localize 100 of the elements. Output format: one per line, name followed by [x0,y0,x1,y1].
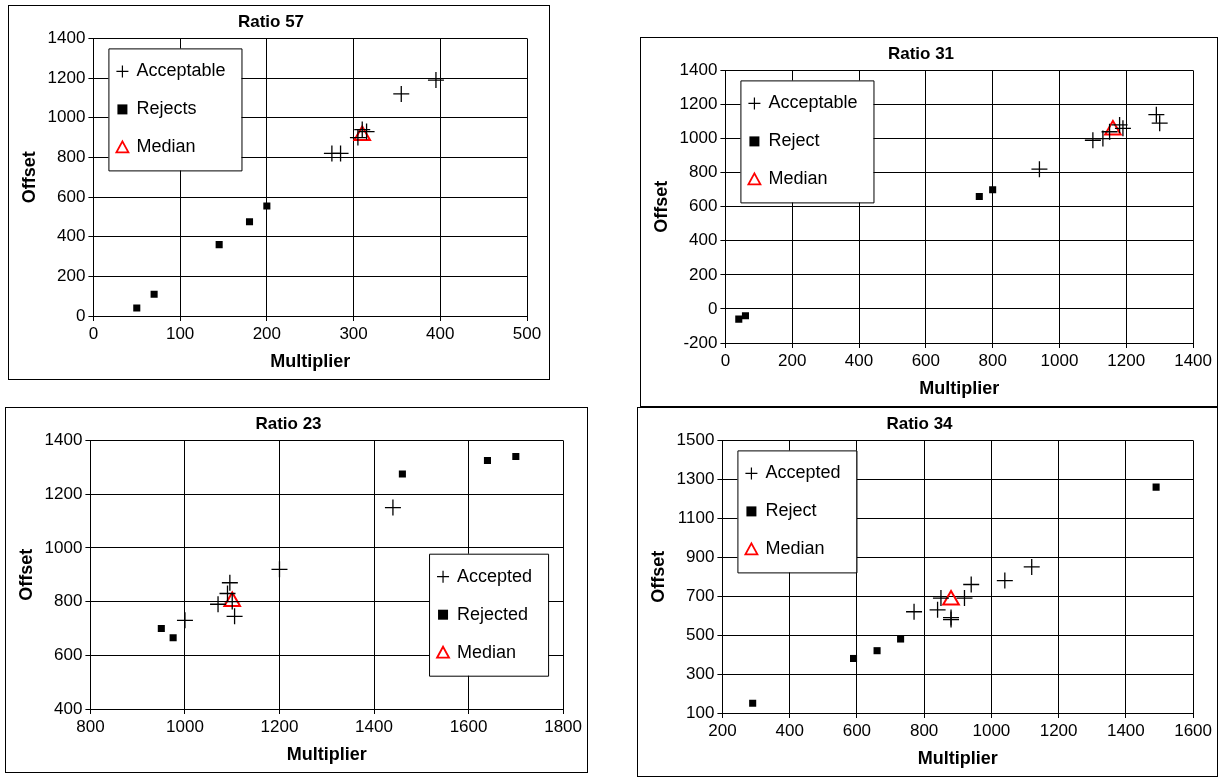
legend-label: Accepted [457,565,533,586]
point [1152,483,1160,491]
point [169,634,177,642]
x-tick-label: 400 [775,720,804,740]
chart-title: Ratio 23 [255,413,322,433]
y-tick-label: 200 [57,266,86,286]
x-tick-label: 1200 [1039,720,1078,740]
point [989,186,997,194]
y-axis-title: Offset [15,548,36,601]
legend-label: Median [136,136,196,157]
x-axis-title: Multiplier [919,378,1000,399]
point [512,452,520,461]
y-tick-label: 1200 [47,67,86,87]
legend-label: Rejected [457,603,529,624]
point [1084,131,1102,149]
y-tick-label: 900 [686,546,715,566]
y-tick-label: 800 [57,147,86,167]
point [209,595,227,613]
y-tick-label: 1100 [677,507,715,527]
y-tick-label: 1400 [47,28,86,48]
x-tick-label: 500 [512,323,542,343]
y-axis-title: Offset [650,180,671,233]
point [215,241,223,249]
y-tick-label: 500 [686,624,715,644]
y-tick-label: 600 [689,196,718,216]
legend-label: Reject [765,500,817,521]
point [1110,116,1129,134]
x-tick-label: 1400 [355,716,393,736]
x-tick-label: 800 [978,350,1007,370]
y-tick-label: 400 [689,230,718,250]
chart-title: Ratio 34 [886,413,954,433]
point [133,304,141,312]
point [331,144,350,163]
point [353,120,371,139]
y-tick-label: 0 [75,305,86,325]
point [1104,120,1122,136]
point [735,315,743,323]
x-tick-label: 0 [720,350,731,370]
point [1151,114,1169,132]
y-tick-label: -200 [683,332,718,352]
point [1147,106,1165,124]
y-tick-label: 1000 [44,537,83,557]
y-tick-label: 1000 [679,128,718,148]
x-tick-label: 200 [252,323,282,343]
x-tick-label: 600 [911,350,941,370]
point [749,699,757,707]
legend-label: Acceptable [136,60,226,81]
x-tick-label: 1200 [260,716,299,736]
x-tick-label: 1000 [166,716,204,736]
y-tick-label: 1300 [676,469,715,489]
point [245,218,254,226]
y-tick-label: 300 [686,663,715,683]
legend-label: Median [765,538,825,559]
legend-label: Reject [768,130,820,151]
y-tick-label: 200 [689,264,718,284]
point [225,607,244,625]
x-tick-label: 200 [778,350,807,370]
y-tick-label: 1500 [676,430,715,450]
x-tick-label: 800 [76,716,105,736]
x-tick-label: 600 [842,720,872,740]
y-tick-label: 800 [54,591,83,611]
x-tick-label: 1000 [1040,350,1079,370]
y-tick-label: 1200 [679,94,718,114]
y-tick-label: 1000 [47,107,86,127]
x-axis-title: Multiplier [917,748,998,769]
point [150,290,158,298]
x-tick-label: 200 [708,720,737,740]
legend-label: Acceptable [768,92,858,113]
point [1114,119,1132,137]
y-tick-label: 400 [54,698,83,718]
x-axis-title: Multiplier [270,351,351,372]
x-tick-label: 400 [426,323,455,343]
point [384,498,402,517]
point [996,571,1014,590]
y-tick-label: 1200 [44,483,83,503]
point [398,470,406,478]
x-tick-label: 1600 [449,716,488,736]
x-tick-label: 0 [88,323,99,343]
legend-label: Median [768,168,828,189]
point [928,601,947,619]
chart-title: Ratio 31 [887,43,955,63]
y-tick-label: 700 [686,585,715,605]
x-axis-title: Multiplier [286,744,367,765]
point [932,589,950,607]
y-tick-label: 1400 [44,430,83,450]
y-axis-title: Offset [18,151,39,204]
legend-label: Accepted [765,462,841,483]
y-axis-title: Offset [647,550,668,603]
y-tick-label: 600 [57,186,86,206]
y-tick-label: 100 [686,702,715,722]
point [873,647,881,655]
x-tick-label: 1800 [544,716,582,736]
point [1023,558,1041,576]
point [427,71,445,89]
point [1030,160,1049,178]
y-tick-label: 1400 [679,60,718,80]
point [741,312,749,320]
x-tick-label: 800 [909,720,939,740]
point [157,624,165,632]
y-tick-label: 400 [57,226,86,246]
